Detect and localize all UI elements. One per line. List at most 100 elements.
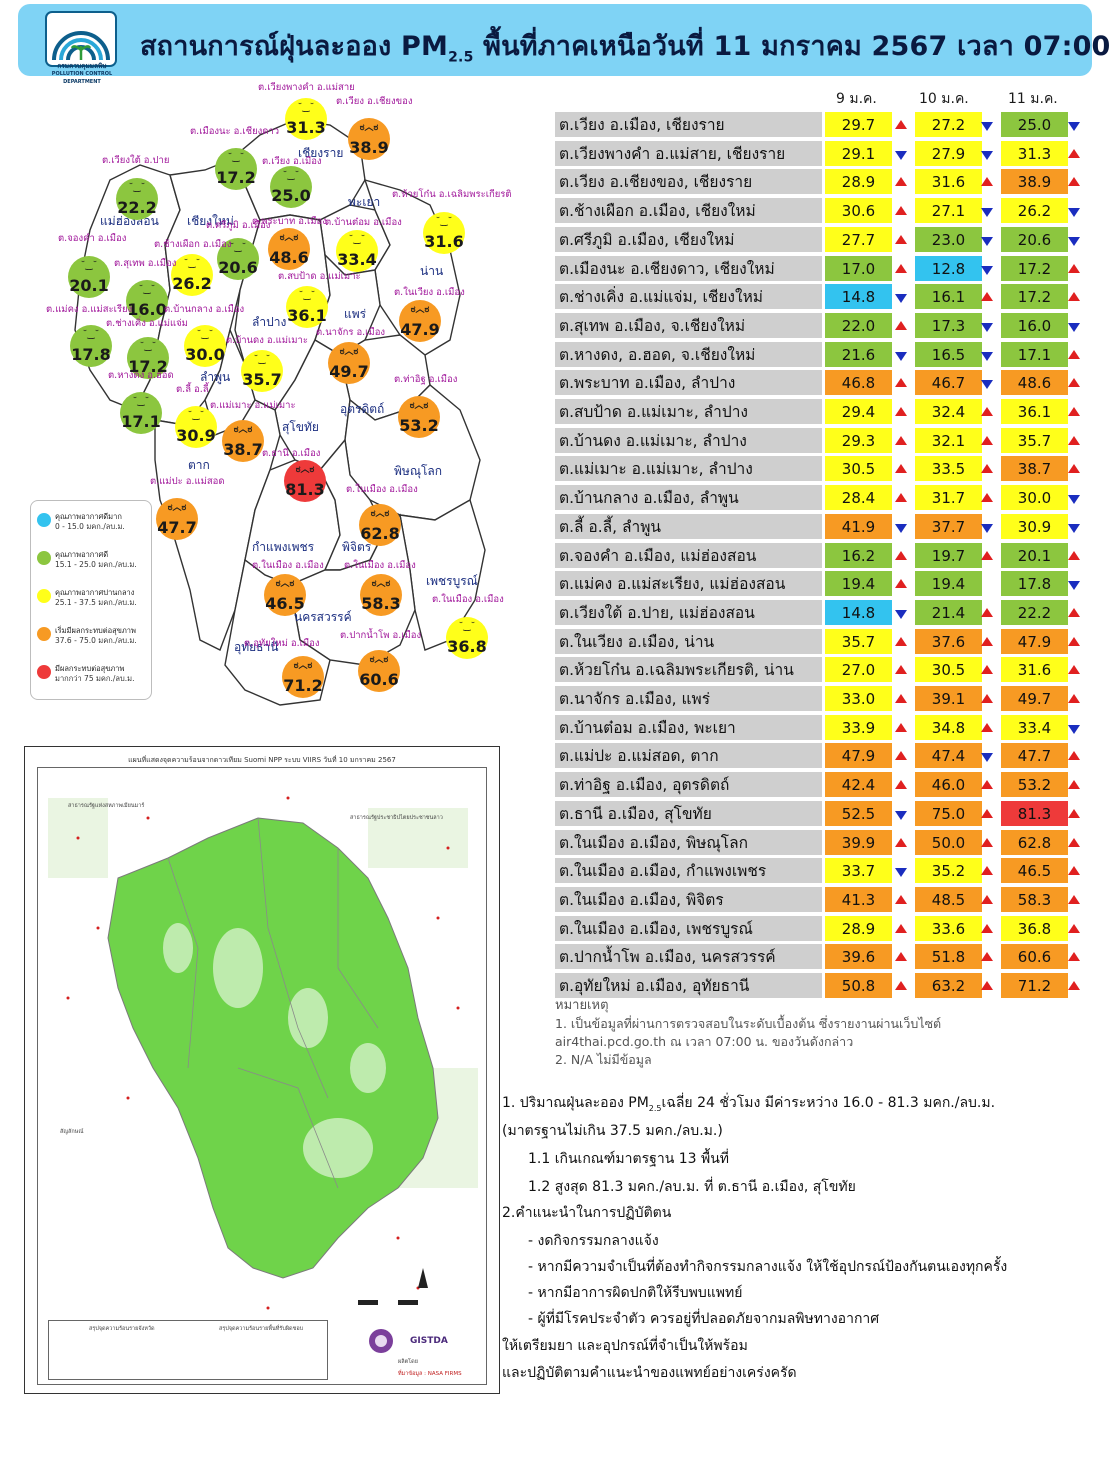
pm25-value-cell: 37.6 [915, 628, 982, 656]
pm25-value-cell: 19.4 [825, 571, 892, 599]
station-name: ต.ท่าอิฐ อ.เมือง, อุตรดิตถ์ [555, 772, 822, 800]
province-label: พิษณุโลก [394, 464, 443, 478]
trend-up-icon [981, 808, 993, 818]
station-label: ต.ในเมือง อ.เมือง [346, 484, 418, 495]
notes-title: หมายเหตุ [555, 998, 609, 1013]
pm25-value-cell: 36.1 [1001, 399, 1068, 426]
smile-face-icon: ˘‿˘ [282, 171, 300, 181]
note-line: air4thai.pcd.go.th ณ เวลา 07:00 น. ของวั… [555, 1034, 854, 1049]
station-bubble[interactable]: ಠ︿ಠ 47.9 [399, 300, 441, 342]
station-bubble[interactable]: ˘‿˘ 17.2 [215, 148, 257, 190]
title-post: พื้นที่ภาคเหนือวันที่ 11 มกราคม 2567 เวล… [483, 31, 1110, 62]
station-name: ต.บ้านกลาง อ.เมือง, ลำพูน [555, 485, 822, 513]
logo-text-en: POLLUTION CONTROL DEPARTMENT [51, 71, 113, 85]
province-label: พิจิตร [342, 540, 372, 554]
station-bubble[interactable]: ˘‿˘ 30.9 [175, 406, 217, 448]
pm25-value-cell: 35.7 [1001, 427, 1068, 455]
pm25-value-cell: 33.0 [825, 686, 892, 713]
station-label: ต.บ้านดง อ.แม่เมาะ [226, 335, 308, 346]
pm25-value-cell: 31.6 [1001, 657, 1068, 685]
station-bubble[interactable]: ˘‿˘ 20.1 [68, 256, 110, 298]
station-bubble[interactable]: ಠ︿ಠ 38.7 [222, 420, 264, 462]
station-bubble[interactable]: ಠ︿ಠ 38.9 [348, 118, 390, 160]
province-label: ตาก [188, 458, 210, 472]
station-bubble[interactable]: ˘‿˘ 22.2 [116, 178, 158, 220]
country-label: สาธารณรัฐแห่งสหภาพเมียนมาร์ [68, 803, 145, 809]
pm25-value-cell: 12.8 [915, 255, 982, 283]
table-row: ต.แม่คง อ.แม่สะเรียง, แม่ฮ่องสอน 19.4 19.4… [555, 571, 1095, 599]
station-value: 16.0 [127, 300, 167, 319]
summary-line-1: 1. ปริมาณฝุ่นละออง PM2.5เฉลี่ย 24 ชั่วโม… [502, 1092, 995, 1114]
station-bubble[interactable]: ˘‿˘ 17.2 [127, 337, 169, 379]
station-value: 25.0 [271, 186, 311, 205]
station-bubble[interactable]: ˘‿˘ 31.6 [423, 212, 465, 254]
station-bubble[interactable]: ˘‿˘ 35.7 [241, 350, 283, 392]
station-bubble[interactable]: ˘‿˘ 36.8 [446, 617, 488, 659]
pm25-value-cell: 52.5 [825, 800, 892, 828]
trend-up-icon [1068, 923, 1080, 933]
station-bubble[interactable]: ಠ︿ಠ 47.7 [156, 498, 198, 540]
pm25-value-cell: 46.7 [915, 370, 982, 398]
province-label: น่าน [420, 264, 444, 278]
legend-range: 0 - 15.0 มคก./ลบ.ม. [55, 522, 125, 531]
pm25-value-cell: 46.0 [915, 772, 982, 800]
trend-up-icon [895, 435, 907, 445]
province-label: ลำพูน [200, 370, 231, 384]
summary-right-title: สรุปจุดความร้อนรายพื้นที่รับผิดชอบ [219, 1326, 304, 1332]
trend-up-icon [895, 722, 907, 732]
station-bubble[interactable]: ಠ︿ಠ 48.6 [268, 228, 310, 270]
station-bubble[interactable]: ˘‿˘ 20.6 [217, 238, 259, 280]
station-bubble[interactable]: ಠ︿ಠ 53.2 [398, 396, 440, 438]
station-name: ต.สบป้าด อ.แม่เมาะ, ลำปาง [555, 399, 822, 426]
station-bubble[interactable]: ˘‿˘ 30.0 [184, 325, 226, 367]
pm25-value-cell: 29.4 [825, 399, 892, 426]
table-row: ต.ในเมือง อ.เมือง, พิษณุโลก 39.9 50.0 62.8 [555, 829, 1095, 857]
station-label: ต.พระบาท อ.เมือง [252, 216, 327, 227]
satellite-map-frame: สาธารณรัฐแห่งสหภาพเมียนมาร์ สาธารณรัฐประ… [37, 767, 487, 1385]
table-row: ต.เมืองนะ อ.เชียงดาว, เชียงใหม่ 17.0 12.8 1… [555, 255, 1095, 283]
station-bubble[interactable]: ˘‿˘ 36.1 [286, 286, 328, 328]
trend-up-icon [1068, 636, 1080, 646]
trend-down-icon [1068, 322, 1080, 332]
station-bubble[interactable]: ಠ︿ಠ 58.3 [360, 574, 402, 616]
aqi-legend: คุณภาพอากาศดีมาก 0 - 15.0 มคก./ลบ.ม. คุณ… [30, 500, 152, 700]
sad-face-icon: ಠ︿ಠ [279, 233, 299, 243]
station-bubble[interactable]: ˘‿˘ 17.1 [120, 392, 162, 434]
pm25-value-cell: 47.9 [1001, 628, 1068, 656]
station-bubble[interactable]: ˘‿˘ 25.0 [270, 166, 312, 208]
station-bubble[interactable]: ಠ︿ಠ 81.3 [284, 460, 326, 502]
station-label: ต.แม่ปะ อ.แม่สอด [150, 476, 225, 487]
pm25-value-cell: 34.8 [915, 714, 982, 742]
station-bubble[interactable]: ಠ︿ಠ 49.7 [328, 342, 370, 384]
province-label: แพร่ [344, 307, 367, 321]
smile-face-icon: ˘‿˘ [435, 217, 453, 227]
station-bubble[interactable]: ಠ︿ಠ 60.6 [358, 650, 400, 692]
station-bubble[interactable]: ಠ︿ಠ 62.8 [359, 504, 401, 546]
sad-face-icon: ಠ︿ಠ [371, 579, 391, 589]
trend-down-icon [895, 609, 907, 619]
station-value: 47.9 [400, 320, 440, 339]
trend-up-icon [1068, 780, 1080, 790]
trend-down-icon [981, 351, 993, 361]
trend-down-icon [1068, 495, 1080, 505]
station-name: ต.ศรีภูมิ อ.เมือง, เชียงใหม่ [555, 226, 822, 254]
table-row: ต.บ้านกลาง อ.เมือง, ลำพูน 28.4 31.7 30.0 [555, 485, 1095, 513]
trend-up-icon [895, 694, 907, 703]
pm25-value-cell: 32.1 [915, 427, 982, 455]
station-bubble[interactable]: ˘‿˘ 31.3 [285, 98, 327, 140]
pm25-value-cell: 28.9 [825, 915, 892, 943]
station-name: ต.สุเทพ อ.เมือง, จ.เชียงใหม่ [555, 312, 822, 340]
station-bubble[interactable]: ಠ︿ಠ 71.2 [282, 656, 324, 698]
pm25-value-cell: 35.2 [915, 858, 982, 886]
station-bubble[interactable]: ˘‿˘ 26.2 [171, 254, 213, 296]
station-bubble[interactable]: ˘‿˘ 16.0 [126, 280, 168, 322]
forest-cover-map [38, 768, 486, 1384]
trend-up-icon [981, 694, 993, 703]
trend-up-icon [1068, 292, 1080, 302]
station-bubble[interactable]: ˘‿˘ 33.4 [336, 230, 378, 272]
station-name: ต.บ้านดง อ.แม่เมาะ, ลำปาง [555, 427, 822, 455]
station-bubble[interactable]: ಠ︿ಠ 46.5 [264, 574, 306, 616]
trend-down-icon [895, 294, 907, 304]
station-bubble[interactable]: ˘‿˘ 17.8 [70, 325, 112, 367]
pm25-value-cell: 32.4 [915, 399, 982, 426]
